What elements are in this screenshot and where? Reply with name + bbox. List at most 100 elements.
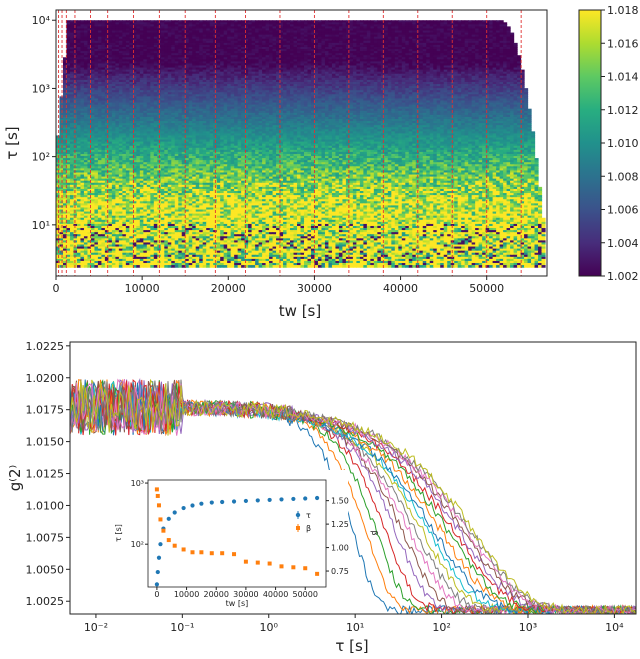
heatmap-cell bbox=[359, 73, 364, 77]
heatmap-cell bbox=[234, 61, 239, 65]
heatmap-cell bbox=[164, 38, 169, 42]
heatmap-cell bbox=[443, 81, 448, 85]
heatmap-cell bbox=[97, 84, 102, 87]
heatmap-cell bbox=[272, 86, 277, 89]
heatmap-cell bbox=[471, 67, 476, 71]
heatmap-cell bbox=[468, 55, 473, 58]
heatmap-cell bbox=[398, 42, 403, 46]
heatmap-cell bbox=[255, 38, 260, 42]
heatmap-cell bbox=[83, 32, 89, 36]
heatmap-cell bbox=[475, 67, 480, 71]
heatmap-cell bbox=[153, 61, 158, 65]
heatmap-cell bbox=[76, 26, 82, 30]
heatmap-cell bbox=[286, 59, 291, 62]
heatmap-cell bbox=[244, 20, 249, 23]
heatmap-cell bbox=[443, 46, 448, 50]
heatmap-cell bbox=[307, 32, 312, 36]
heatmap-cell bbox=[101, 86, 106, 89]
heatmap-cell bbox=[73, 32, 78, 36]
heatmap-cell bbox=[401, 49, 406, 52]
heatmap-cell bbox=[335, 24, 340, 28]
heatmap-cell bbox=[321, 22, 326, 25]
heatmap-cell bbox=[485, 55, 490, 58]
heatmap-cell bbox=[146, 65, 151, 69]
heatmap-cell bbox=[377, 81, 382, 85]
heatmap-cell bbox=[286, 73, 291, 77]
heatmap-cell bbox=[164, 49, 169, 52]
heatmap-cell bbox=[73, 34, 78, 38]
heatmap-cell bbox=[241, 46, 246, 50]
heatmap-cell bbox=[419, 46, 424, 50]
heatmap-cell bbox=[363, 77, 368, 81]
heatmap-cell bbox=[401, 42, 406, 46]
heatmap-cell bbox=[499, 84, 504, 87]
heatmap-cell bbox=[342, 49, 347, 52]
heatmap-cell bbox=[209, 69, 214, 73]
heatmap-cell bbox=[269, 84, 274, 87]
heatmap-cell bbox=[213, 81, 218, 85]
heatmap-cell bbox=[255, 42, 260, 46]
heatmap-cell bbox=[104, 28, 109, 32]
heatmap-cell bbox=[122, 34, 127, 38]
heatmap-cell bbox=[471, 59, 476, 62]
heatmap-cell bbox=[199, 40, 204, 44]
heatmap-cell bbox=[471, 30, 476, 34]
heatmap-cell bbox=[209, 55, 214, 58]
heatmap-cell bbox=[178, 71, 183, 75]
heatmap-cell bbox=[143, 67, 148, 71]
heatmap-cell bbox=[485, 46, 490, 50]
heatmap-cell bbox=[317, 51, 323, 54]
heatmap-cell bbox=[394, 61, 399, 65]
heatmap-cell bbox=[457, 42, 462, 46]
heatmap-cell bbox=[496, 32, 501, 36]
heatmap-cell bbox=[370, 69, 375, 73]
heatmap-cell bbox=[401, 67, 406, 71]
heatmap-cell bbox=[276, 86, 281, 89]
heatmap-cell bbox=[370, 24, 375, 28]
heatmap-cell bbox=[230, 34, 235, 38]
heatmap-cell bbox=[108, 63, 113, 67]
heatmap-cell bbox=[419, 51, 424, 54]
heatmap-cell bbox=[317, 57, 323, 60]
heatmap-cell bbox=[429, 59, 434, 62]
heatmap-cell bbox=[227, 59, 232, 62]
heatmap-cell bbox=[303, 79, 309, 83]
heatmap-cell bbox=[150, 59, 155, 62]
heatmap-cell bbox=[220, 26, 225, 30]
heatmap-cell bbox=[195, 67, 200, 71]
heatmap-cell bbox=[258, 69, 263, 73]
heatmap-cell bbox=[373, 28, 378, 32]
heatmap-cell bbox=[234, 26, 239, 30]
heatmap-cell bbox=[349, 24, 354, 28]
heatmap-cell bbox=[464, 24, 469, 28]
heatmap-cell bbox=[188, 36, 193, 40]
heatmap-cell bbox=[419, 32, 424, 36]
heatmap-cell bbox=[118, 55, 123, 58]
heatmap-cell bbox=[373, 55, 378, 58]
heatmap-cell bbox=[366, 59, 371, 62]
heatmap-cell bbox=[118, 38, 123, 42]
heatmap-cell bbox=[132, 34, 137, 38]
heatmap-cell bbox=[356, 57, 361, 60]
heatmap-cell bbox=[213, 22, 218, 25]
heatmap-cell bbox=[475, 20, 480, 23]
heatmap-cell bbox=[408, 55, 413, 58]
heatmap-cell bbox=[387, 65, 392, 69]
heatmap-cell bbox=[234, 77, 239, 81]
heatmap-cell bbox=[384, 30, 389, 34]
heatmap-cell bbox=[139, 42, 144, 46]
heatmap-cell bbox=[94, 77, 99, 81]
heatmap-cell bbox=[160, 24, 165, 28]
heatmap-cell bbox=[90, 28, 96, 32]
heatmap-cell bbox=[188, 40, 193, 44]
heatmap-cell bbox=[391, 34, 396, 38]
heatmap-cell bbox=[237, 38, 242, 42]
heatmap-cell bbox=[178, 81, 183, 85]
heatmap-cell bbox=[499, 59, 504, 62]
heatmap-cell bbox=[125, 81, 130, 85]
heatmap-cell bbox=[489, 59, 494, 62]
heatmap-cell bbox=[513, 67, 518, 71]
heatmap-cell bbox=[510, 65, 515, 69]
heatmap-cell bbox=[87, 65, 92, 69]
heatmap-cell bbox=[324, 22, 330, 25]
